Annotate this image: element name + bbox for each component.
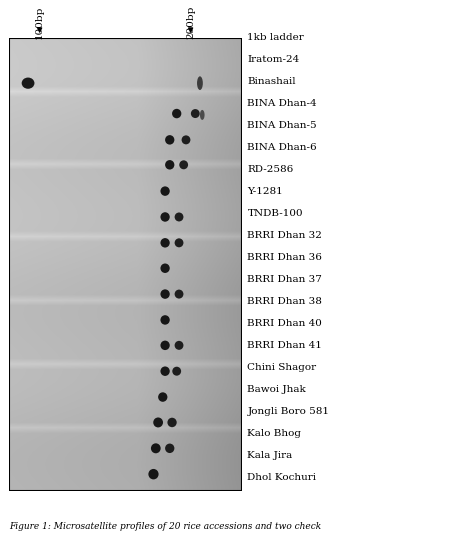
Text: BRRI Dhan 36: BRRI Dhan 36 <box>247 253 322 262</box>
Text: 100bp: 100bp <box>35 5 44 39</box>
Text: TNDB-100: TNDB-100 <box>247 210 303 218</box>
Ellipse shape <box>174 238 183 247</box>
Ellipse shape <box>174 289 183 299</box>
Text: Figure 1: Microsatellite profiles of 20 rice accessions and two check: Figure 1: Microsatellite profiles of 20 … <box>9 522 322 531</box>
Text: RD-2586: RD-2586 <box>247 165 294 174</box>
Ellipse shape <box>160 264 170 273</box>
Text: Bawoi Jhak: Bawoi Jhak <box>247 386 306 394</box>
Text: BRRI Dhan 40: BRRI Dhan 40 <box>247 319 322 328</box>
Ellipse shape <box>22 78 35 89</box>
Ellipse shape <box>160 289 170 299</box>
Ellipse shape <box>165 443 174 453</box>
Text: Jongli Boro 581: Jongli Boro 581 <box>247 407 329 416</box>
Ellipse shape <box>167 418 177 427</box>
Ellipse shape <box>160 367 170 376</box>
Ellipse shape <box>174 212 183 221</box>
Ellipse shape <box>179 160 188 170</box>
Text: Kala Jira: Kala Jira <box>247 451 292 460</box>
Ellipse shape <box>165 135 174 145</box>
Text: BRRI Dhan 37: BRRI Dhan 37 <box>247 275 322 284</box>
Text: BINA Dhan-6: BINA Dhan-6 <box>247 143 317 152</box>
Text: Dhol Kochuri: Dhol Kochuri <box>247 473 317 482</box>
Text: 1kb ladder: 1kb ladder <box>247 33 304 42</box>
Ellipse shape <box>160 212 170 222</box>
Text: Kalo Bhog: Kalo Bhog <box>247 429 301 438</box>
Text: 200bp: 200bp <box>186 5 195 39</box>
Ellipse shape <box>191 109 200 118</box>
Text: BINA Dhan-5: BINA Dhan-5 <box>247 122 317 130</box>
Ellipse shape <box>172 367 181 376</box>
Ellipse shape <box>182 136 191 144</box>
Ellipse shape <box>153 417 163 428</box>
Ellipse shape <box>172 109 182 118</box>
Text: BRRI Dhan 38: BRRI Dhan 38 <box>247 298 322 306</box>
Ellipse shape <box>197 76 203 90</box>
Text: BRRI Dhan 32: BRRI Dhan 32 <box>247 231 322 240</box>
Ellipse shape <box>174 341 183 350</box>
Ellipse shape <box>165 160 174 170</box>
Ellipse shape <box>200 110 205 120</box>
Ellipse shape <box>160 341 170 350</box>
Ellipse shape <box>160 315 170 325</box>
Text: Y-1281: Y-1281 <box>247 187 283 197</box>
Text: BRRI Dhan 41: BRRI Dhan 41 <box>247 341 322 350</box>
Ellipse shape <box>151 443 161 453</box>
Ellipse shape <box>160 238 170 247</box>
Ellipse shape <box>160 186 170 196</box>
Text: Chini Shagor: Chini Shagor <box>247 363 317 372</box>
Ellipse shape <box>158 393 167 402</box>
Text: Binashail: Binashail <box>247 77 296 86</box>
Text: Iratom-24: Iratom-24 <box>247 55 300 64</box>
Text: BINA Dhan-4: BINA Dhan-4 <box>247 99 317 109</box>
Ellipse shape <box>148 469 159 480</box>
